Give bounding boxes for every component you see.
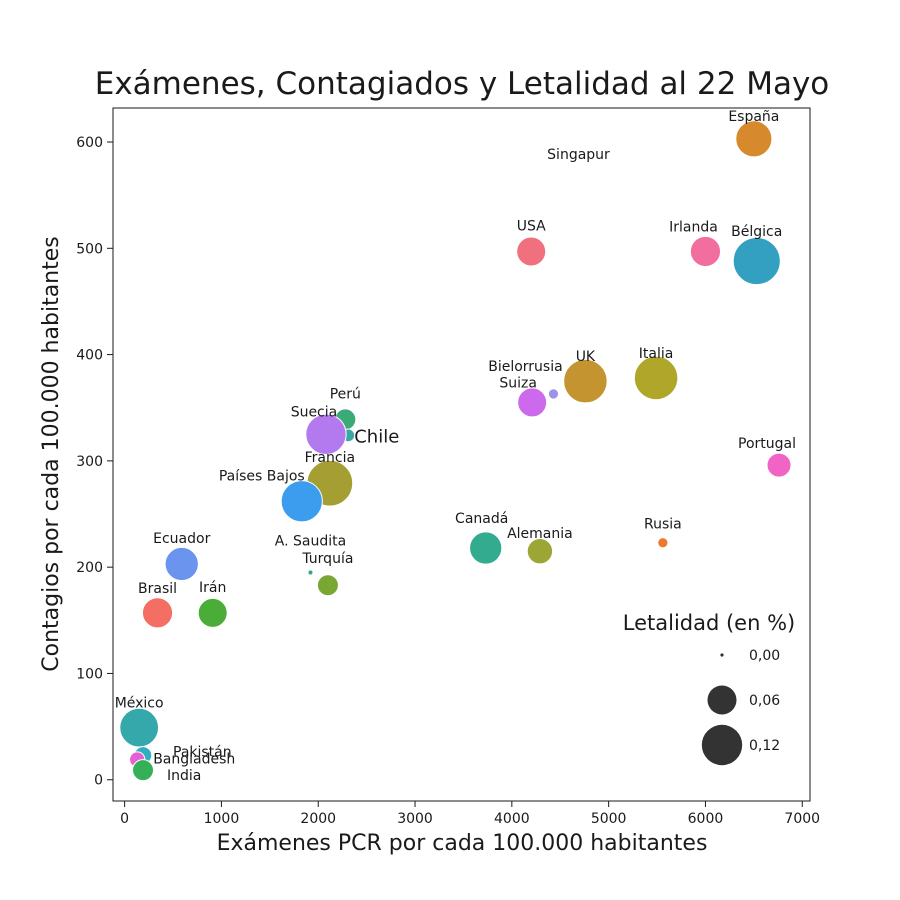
label-iran: Irán [199, 580, 226, 596]
data-points [119, 120, 792, 782]
label-portugal: Portugal [738, 436, 796, 452]
legend-marker [707, 685, 737, 715]
x-tick-label: 4000 [494, 811, 530, 827]
y-tick-label: 400 [76, 348, 103, 364]
legend-label: 0,06 [749, 693, 780, 709]
legend-label: 0,12 [749, 738, 780, 754]
label-chile: Chile [354, 426, 399, 447]
legend-marker [720, 653, 724, 657]
y-axis-label: Contagios por cada 100.000 habitantes [39, 236, 64, 672]
point-turquia [316, 574, 339, 597]
label-paises-bajos: Países Bajos [219, 468, 305, 484]
x-tick-label: 2000 [300, 811, 336, 827]
label-suecia: Suecia [291, 404, 338, 420]
label-suiza: Suiza [499, 375, 537, 391]
point-bielorrusia [547, 388, 560, 400]
point-rusia [657, 537, 669, 549]
label-india: India [167, 768, 201, 784]
label-a-saudita: A. Saudita [275, 533, 346, 549]
x-tick-label: 7000 [784, 811, 820, 827]
label-rusia: Rusia [644, 517, 682, 533]
label-turquia: Turquía [301, 551, 353, 567]
x-axis: 0 1000 2000 3000 4000 5000 6000 7000 [120, 801, 820, 827]
point-irlanda [689, 235, 722, 268]
point-italia [633, 355, 679, 401]
x-tick-label: 1000 [204, 811, 240, 827]
point-usa [516, 236, 547, 267]
y-tick-label: 100 [76, 666, 103, 682]
point-paises-bajos [280, 480, 323, 523]
point-portugal [766, 452, 792, 478]
label-uk: UK [576, 349, 596, 365]
x-tick-label: 5000 [591, 811, 627, 827]
label-brasil: Brasil [138, 581, 177, 597]
chart-title: Exámenes, Contagiados y Letalidad al 22 … [95, 66, 830, 102]
point-ecuador [164, 546, 199, 582]
label-irlanda: Irlanda [669, 219, 718, 235]
label-pakistan: Pakistán [173, 744, 232, 760]
label-mexico: México [115, 696, 164, 712]
label-singapur: Singapur [547, 147, 610, 163]
point-alemania [526, 538, 554, 565]
point-iran [197, 597, 228, 628]
y-axis: 0 100 200 300 400 500 600 [76, 135, 113, 789]
point-belgica [732, 237, 781, 286]
label-italia: Italia [639, 346, 674, 362]
label-francia: Francia [305, 450, 355, 466]
y-tick-label: 200 [76, 560, 103, 576]
x-tick-label: 3000 [397, 811, 433, 827]
x-tick-label: 6000 [688, 811, 724, 827]
y-tick-label: 0 [94, 773, 103, 789]
label-peru: Perú [330, 386, 361, 402]
x-tick-label: 0 [120, 811, 129, 827]
point-suiza [517, 387, 548, 418]
y-tick-label: 500 [76, 241, 103, 257]
point-india [132, 759, 155, 782]
y-tick-label: 300 [76, 454, 103, 470]
label-usa: USA [517, 218, 546, 234]
point-espana [735, 120, 773, 158]
point-brasil [141, 597, 174, 629]
label-belgica: Bélgica [731, 224, 782, 240]
point-mexico [119, 707, 160, 748]
label-bielorrusia: Bielorrusia [488, 359, 562, 375]
legend-label: 0,00 [749, 648, 780, 664]
point-uk [563, 358, 608, 404]
label-canada: Canadá [455, 511, 508, 527]
point-canada [469, 531, 503, 565]
y-tick-label: 600 [76, 135, 103, 151]
point-labels: España Singapur USA Irlanda Bélgica Bielorrus… [115, 109, 796, 784]
label-espana: España [728, 109, 779, 125]
legend-marker [701, 724, 743, 766]
legend: Letalidad (en %) 0,00 0,06 0,12 [623, 611, 795, 766]
label-alemania: Alemania [507, 526, 573, 542]
legend-title: Letalidad (en %) [623, 611, 795, 635]
label-bangladesh: Bangladesh [153, 752, 235, 768]
point-a-saudita [307, 569, 314, 576]
plot-frame [112, 107, 811, 802]
label-ecuador: Ecuador [153, 531, 210, 547]
point-suecia [305, 413, 347, 456]
x-axis-label: Exámenes PCR por cada 100.000 habitantes [217, 831, 708, 856]
